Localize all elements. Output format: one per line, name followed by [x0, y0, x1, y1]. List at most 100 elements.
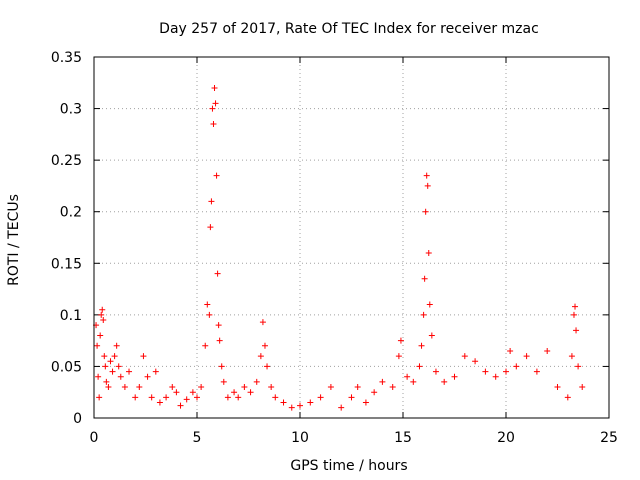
data-point	[224, 394, 231, 401]
data-point	[204, 301, 211, 308]
tick-labels: 0 5 10 15 20 25 0 0.05 0.1 0.15 0.2 0.25 0.3 0.35	[51, 50, 618, 446]
data-point	[189, 389, 196, 396]
data-point	[121, 384, 128, 391]
data-point	[564, 394, 571, 401]
data-point	[523, 353, 530, 360]
data-point	[568, 353, 575, 360]
x-axis-label: GPS time / hours	[290, 458, 407, 474]
data-point	[362, 399, 369, 406]
data-point	[420, 311, 427, 318]
data-point	[115, 363, 122, 370]
data-point	[220, 378, 227, 385]
data-point	[113, 342, 120, 349]
data-point	[202, 342, 209, 349]
data-point	[126, 368, 133, 375]
data-point	[97, 332, 104, 339]
chart-title: Day 257 of 2017, Rate Of TEC Index for r…	[159, 21, 539, 37]
data-point	[241, 384, 248, 391]
grid-lines	[94, 57, 609, 418]
data-point	[235, 394, 242, 401]
data-point	[288, 404, 295, 411]
data-point	[215, 322, 222, 329]
data-point	[132, 394, 139, 401]
data-point	[111, 353, 118, 360]
data-point	[94, 342, 101, 349]
data-point	[95, 373, 102, 380]
data-point	[461, 353, 468, 360]
y-tick-label: 0.2	[60, 205, 82, 221]
data-point	[404, 373, 411, 380]
data-point	[432, 368, 439, 375]
data-point	[533, 368, 540, 375]
data-point	[261, 342, 268, 349]
data-point	[338, 404, 345, 411]
data-point	[573, 327, 580, 334]
data-point	[259, 319, 266, 326]
data-point	[348, 394, 355, 401]
data-point	[212, 100, 219, 107]
data-point	[257, 353, 264, 360]
data-point	[544, 347, 551, 354]
y-tick-label: 0.3	[60, 102, 82, 118]
data-point	[421, 275, 428, 282]
data-point	[210, 121, 217, 128]
y-axis-label: ROTI / TECUs	[6, 194, 22, 286]
data-point	[206, 311, 213, 318]
data-point	[572, 303, 579, 310]
x-tick-label: 25	[600, 430, 618, 446]
data-point	[317, 394, 324, 401]
data-point	[144, 373, 151, 380]
data-point	[177, 402, 184, 409]
data-point	[99, 306, 106, 313]
x-tick-label: 10	[291, 430, 309, 446]
data-point	[280, 399, 287, 406]
data-point	[156, 399, 163, 406]
x-tick-label: 20	[497, 430, 515, 446]
data-point	[441, 378, 448, 385]
x-tick-label: 5	[193, 430, 202, 446]
data-point	[423, 172, 430, 179]
data-point	[163, 394, 170, 401]
y-tick-label: 0.1	[60, 308, 82, 324]
data-point	[216, 337, 223, 344]
data-points	[93, 84, 586, 411]
y-tick-label: 0.35	[51, 50, 82, 66]
data-point	[395, 353, 402, 360]
data-point	[482, 368, 489, 375]
y-tick-label: 0	[73, 411, 82, 427]
data-point	[272, 394, 279, 401]
data-point	[426, 301, 433, 308]
plot-frame	[93, 56, 610, 419]
data-point	[169, 384, 176, 391]
data-point	[307, 399, 314, 406]
data-point	[418, 342, 425, 349]
x-tick-label: 0	[90, 430, 99, 446]
data-point	[492, 373, 499, 380]
data-point	[416, 363, 423, 370]
data-point	[297, 402, 303, 409]
data-point	[101, 353, 108, 360]
data-point	[103, 378, 110, 385]
data-point	[208, 198, 215, 205]
data-point	[397, 337, 404, 344]
data-point	[389, 384, 396, 391]
data-point	[264, 363, 271, 370]
data-point	[503, 368, 509, 375]
data-point	[507, 347, 514, 354]
data-point	[214, 270, 221, 277]
data-point	[371, 389, 378, 396]
data-point	[98, 311, 105, 318]
data-point	[218, 363, 225, 370]
data-point	[513, 363, 520, 370]
data-point	[428, 332, 435, 339]
data-point	[148, 394, 155, 401]
data-point	[554, 384, 561, 391]
data-point	[268, 384, 275, 391]
data-point	[247, 389, 254, 396]
data-point	[472, 358, 479, 365]
data-point	[198, 384, 205, 391]
data-point	[107, 358, 114, 365]
data-point	[136, 384, 143, 391]
